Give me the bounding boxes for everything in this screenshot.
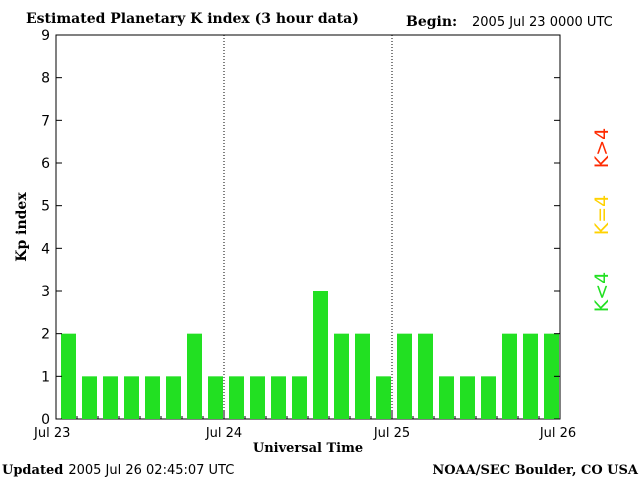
kp-bar <box>376 376 391 419</box>
x-tick-label: Jul 23 <box>33 426 70 441</box>
y-tick-label: 7 <box>41 113 50 129</box>
kp-bar <box>439 376 454 419</box>
kp-bar <box>460 376 475 419</box>
kp-bar <box>544 333 559 419</box>
x-tick-label: Jul 25 <box>373 426 410 441</box>
kp-bar <box>166 376 181 419</box>
bar-series <box>61 291 559 419</box>
y-axis-ticks: 0 1 2 3 4 5 6 7 8 9 <box>41 28 560 428</box>
kp-bar <box>292 376 307 419</box>
begin-label: Begin: <box>406 14 457 30</box>
kp-bar <box>82 376 97 419</box>
legend-k-above-4: K>4 <box>591 128 613 168</box>
kp-bar <box>229 376 244 419</box>
y-tick-label: 8 <box>41 71 50 87</box>
x-tick-label: Jul 26 <box>539 426 576 441</box>
y-tick-label: 9 <box>41 28 50 44</box>
y-tick-label: 1 <box>41 369 50 385</box>
kp-bar <box>355 333 370 419</box>
updated-value: 2005 Jul 26 02:45:07 UTC <box>68 463 234 478</box>
kp-bar <box>313 291 328 419</box>
plot-frame <box>55 34 561 420</box>
kp-bar <box>334 333 349 419</box>
kp-bar <box>250 376 265 419</box>
legend-k-below-4: K<4 <box>591 272 613 312</box>
y-tick-label: 2 <box>41 327 50 343</box>
updated-text: Updated 2005 Jul 26 02:45:07 UTC <box>2 463 234 478</box>
kp-bar <box>523 333 538 419</box>
begin-value: 2005 Jul 23 0000 UTC <box>472 15 613 30</box>
kp-bar <box>124 376 139 419</box>
kp-bar <box>271 376 286 419</box>
y-tick-label: 0 <box>41 412 50 428</box>
kp-bar <box>208 376 223 419</box>
kp-bar <box>145 376 160 419</box>
y-tick-label: 5 <box>41 199 50 215</box>
kp-bar <box>397 333 412 419</box>
x-axis-label: Universal Time <box>253 441 363 456</box>
x-axis-ticks: Jul 23 Jul 24 Jul 25 Jul 26 <box>33 411 576 441</box>
y-tick-label: 4 <box>41 241 50 257</box>
source-credit: NOAA/SEC Boulder, CO USA <box>432 463 639 478</box>
kp-bar <box>103 376 118 419</box>
kp-bar <box>418 333 433 419</box>
chart-title: Estimated Planetary K index (3 hour data… <box>26 11 359 27</box>
kp-bar <box>502 333 517 419</box>
day-separator-lines <box>223 35 393 419</box>
kp-bar <box>187 333 202 419</box>
y-axis-label: Kp index <box>14 192 30 262</box>
kp-bar <box>61 333 76 419</box>
y-tick-label: 3 <box>41 284 50 300</box>
kp-bar <box>481 376 496 419</box>
legend-k-equal-4: K=4 <box>591 195 613 235</box>
y-tick-label: 6 <box>41 156 50 172</box>
x-tick-label: Jul 24 <box>205 426 242 441</box>
legend: K>4 K=4 K<4 <box>591 128 613 312</box>
updated-label: Updated <box>2 463 63 478</box>
